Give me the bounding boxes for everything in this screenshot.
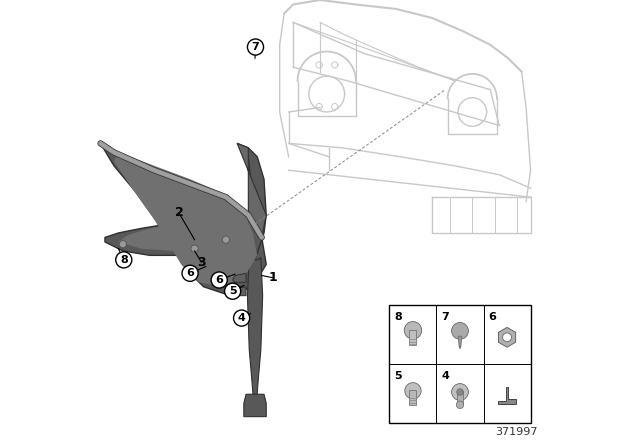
Polygon shape	[458, 336, 461, 347]
Circle shape	[191, 245, 198, 252]
Circle shape	[225, 283, 241, 299]
Circle shape	[119, 241, 127, 248]
Text: 2: 2	[175, 206, 183, 220]
Circle shape	[234, 310, 250, 326]
Text: 6: 6	[215, 275, 223, 285]
Polygon shape	[459, 347, 461, 349]
Text: 3: 3	[197, 255, 205, 269]
Text: 7: 7	[441, 312, 449, 322]
Text: 5: 5	[229, 286, 236, 296]
Text: 5: 5	[394, 371, 402, 381]
Circle shape	[182, 265, 198, 281]
Polygon shape	[233, 273, 246, 282]
Polygon shape	[499, 327, 516, 347]
Polygon shape	[118, 224, 226, 251]
Bar	[458, 392, 463, 405]
Bar	[410, 330, 417, 345]
Bar	[389, 305, 531, 423]
Text: 4: 4	[237, 313, 246, 323]
Text: 8: 8	[394, 312, 402, 322]
Circle shape	[452, 323, 468, 339]
Bar	[410, 390, 417, 405]
Text: 1: 1	[269, 271, 277, 284]
Text: 8: 8	[120, 255, 127, 265]
Circle shape	[248, 39, 264, 55]
Text: 6: 6	[488, 312, 496, 322]
Circle shape	[502, 333, 511, 342]
Text: 4: 4	[441, 371, 449, 381]
Circle shape	[211, 272, 227, 288]
Polygon shape	[237, 143, 266, 260]
Circle shape	[405, 383, 421, 399]
Circle shape	[452, 383, 468, 401]
Circle shape	[404, 322, 422, 339]
Polygon shape	[248, 258, 262, 403]
Circle shape	[456, 401, 464, 409]
Polygon shape	[498, 388, 516, 404]
Polygon shape	[100, 143, 266, 296]
Text: 6: 6	[186, 268, 194, 278]
Polygon shape	[244, 394, 266, 417]
Circle shape	[222, 236, 230, 243]
Polygon shape	[105, 220, 239, 255]
Circle shape	[457, 389, 463, 395]
Text: 7: 7	[252, 42, 259, 52]
Polygon shape	[114, 152, 257, 287]
Polygon shape	[237, 143, 266, 237]
Circle shape	[116, 252, 132, 268]
Text: 371997: 371997	[495, 427, 538, 437]
Polygon shape	[233, 287, 246, 296]
